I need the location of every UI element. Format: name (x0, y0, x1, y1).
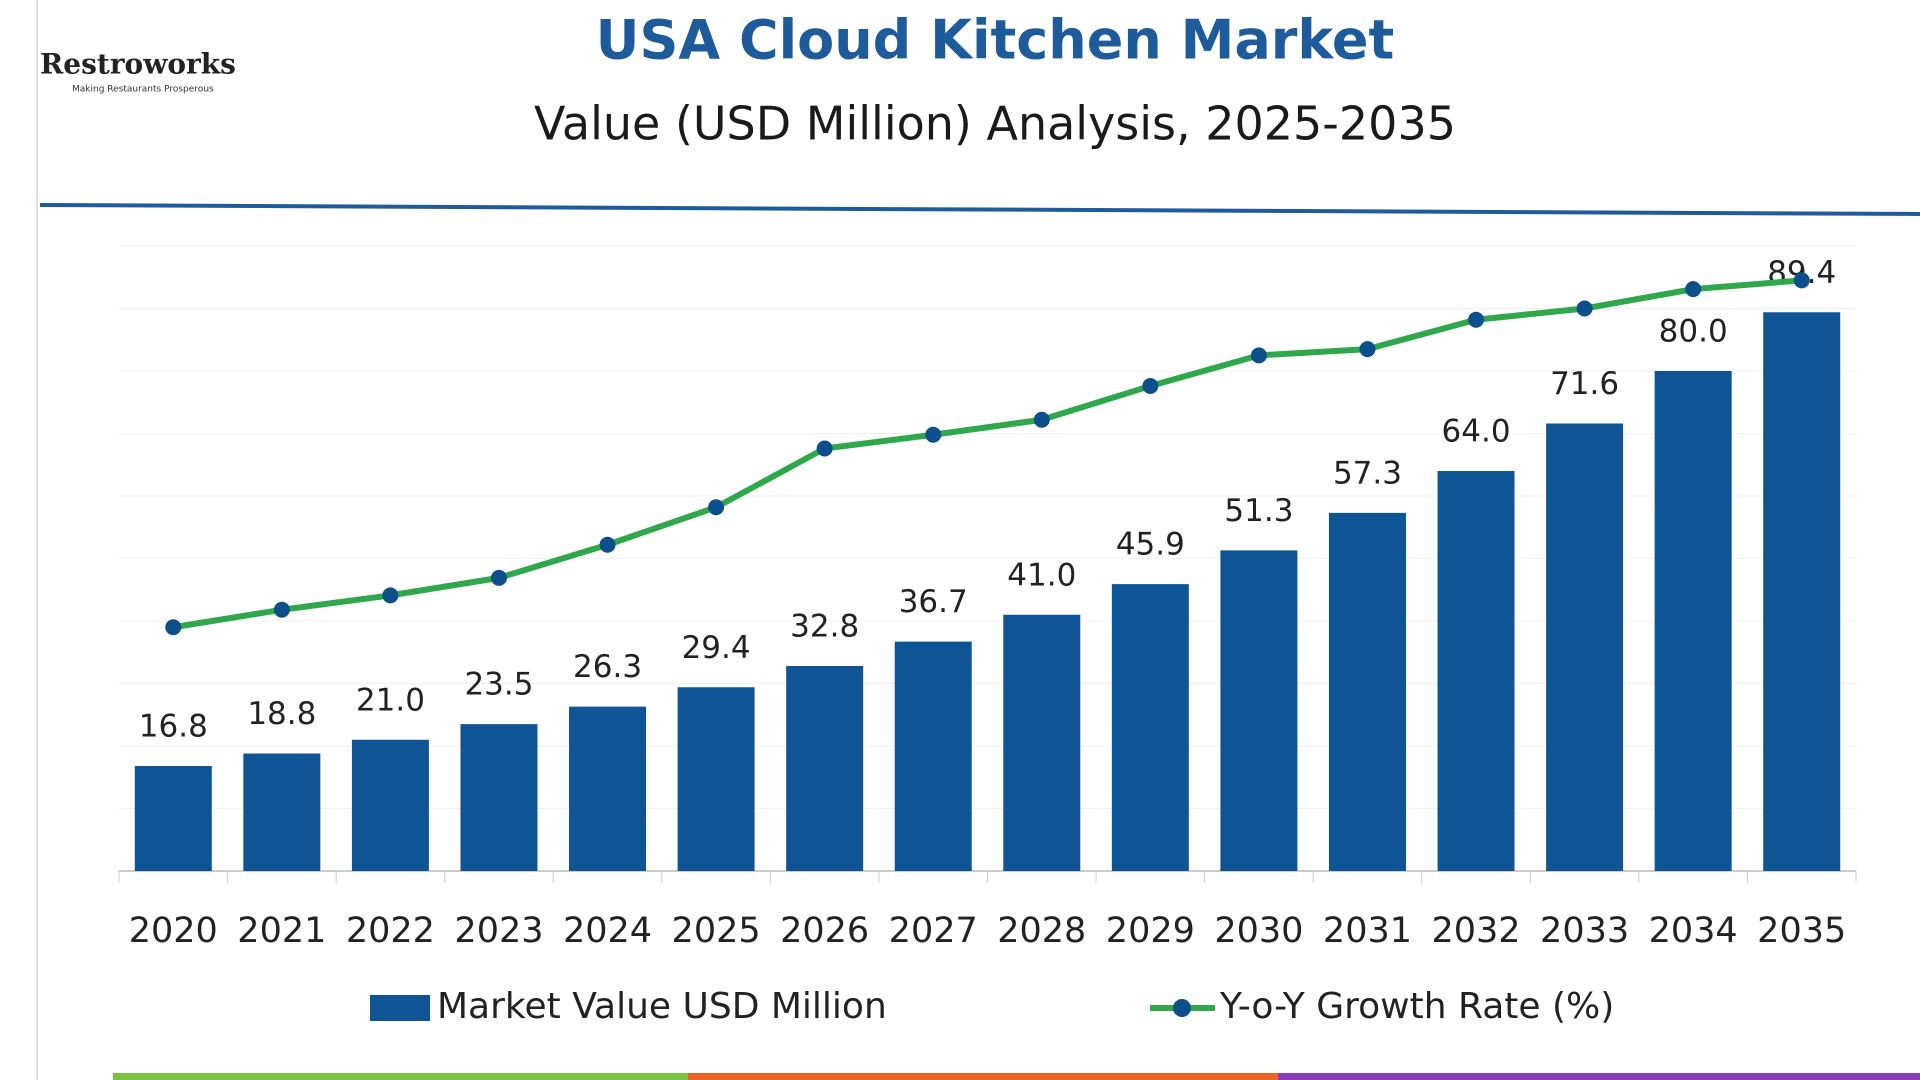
data-label: 64.0 (1442, 414, 1511, 450)
bar (243, 753, 321, 871)
x-tick-label: 2026 (780, 911, 869, 951)
bar (786, 666, 864, 871)
data-label: 16.8 (139, 709, 208, 745)
x-tick-label: 2021 (237, 911, 326, 951)
line-marker (165, 619, 182, 636)
legend-swatch (370, 995, 430, 1021)
line-marker (1142, 378, 1159, 394)
x-tick-label: 2023 (454, 911, 543, 951)
bar (1328, 512, 1406, 871)
data-label: 26.3 (573, 649, 642, 685)
bar (351, 739, 429, 871)
data-label: 29.4 (682, 630, 751, 666)
x-tick-label: 2025 (672, 911, 761, 951)
x-tick-label: 2032 (1431, 911, 1520, 951)
x-tick-label: 2031 (1323, 911, 1412, 951)
x-tick-label: 2035 (1757, 911, 1846, 951)
bar (677, 687, 755, 871)
line-marker (1685, 281, 1702, 298)
line-marker (925, 426, 942, 443)
line-marker (708, 499, 725, 516)
line-marker (1033, 411, 1050, 428)
footer-strip (1278, 1073, 1920, 1080)
data-label: 45.9 (1116, 527, 1185, 563)
line-marker (1359, 341, 1376, 358)
data-label: 80.0 (1659, 314, 1728, 350)
line-marker (382, 587, 399, 604)
data-label: 51.3 (1224, 493, 1293, 529)
line-marker (599, 536, 616, 553)
bar (1546, 423, 1624, 871)
x-tick-label: 2033 (1540, 911, 1629, 951)
bar (1763, 312, 1841, 871)
data-label: 23.5 (464, 667, 533, 703)
data-label: 36.7 (899, 584, 968, 620)
line-marker (1468, 311, 1485, 328)
x-tick-label: 2030 (1214, 911, 1303, 951)
bar (1654, 371, 1732, 871)
brand-tagline: Making Restaurants Prosperous (72, 85, 214, 95)
x-tick-label: 2022 (346, 911, 435, 951)
data-label: 32.8 (790, 609, 859, 645)
brand-name: Restroworks (40, 48, 236, 81)
line-marker (816, 440, 833, 457)
line (172, 277, 1802, 631)
bar (460, 724, 538, 871)
bar (134, 766, 212, 871)
footer-strip (113, 1073, 688, 1080)
line-marker (273, 601, 290, 618)
bar (894, 641, 972, 871)
bar (1220, 550, 1298, 871)
line-marker (1250, 347, 1267, 364)
data-label: 21.0 (356, 682, 425, 718)
data-label: 18.8 (247, 696, 316, 732)
x-tick-label: 2027 (889, 911, 978, 951)
data-label: 71.6 (1550, 366, 1619, 402)
chart-title: USA Cloud Kitchen Market (596, 9, 1395, 72)
x-tick-label: 2020 (129, 911, 218, 951)
x-tick-label: 2029 (1106, 911, 1195, 951)
bar (1437, 471, 1515, 871)
x-tick-label: 2028 (997, 911, 1086, 951)
data-label: 41.0 (1007, 557, 1076, 593)
bar (1003, 614, 1081, 871)
legend-label: Y-o-Y Growth Rate (%) (1219, 986, 1614, 1027)
bar (1111, 584, 1189, 871)
line-marker (490, 569, 507, 586)
header-rule (39, 203, 1920, 216)
data-label: 57.3 (1333, 455, 1402, 491)
line-marker (1576, 300, 1593, 317)
chart-subtitle: Value (USD Million) Analysis, 2025-2035 (534, 97, 1456, 151)
legend-label: Market Value USD Million (437, 986, 887, 1027)
bar (569, 706, 647, 871)
x-tick-label: 2034 (1649, 911, 1738, 951)
footer-strip (688, 1073, 1278, 1080)
line-marker (1793, 272, 1810, 289)
x-tick-label: 2024 (563, 911, 652, 951)
legend-swatch (1173, 999, 1191, 1017)
